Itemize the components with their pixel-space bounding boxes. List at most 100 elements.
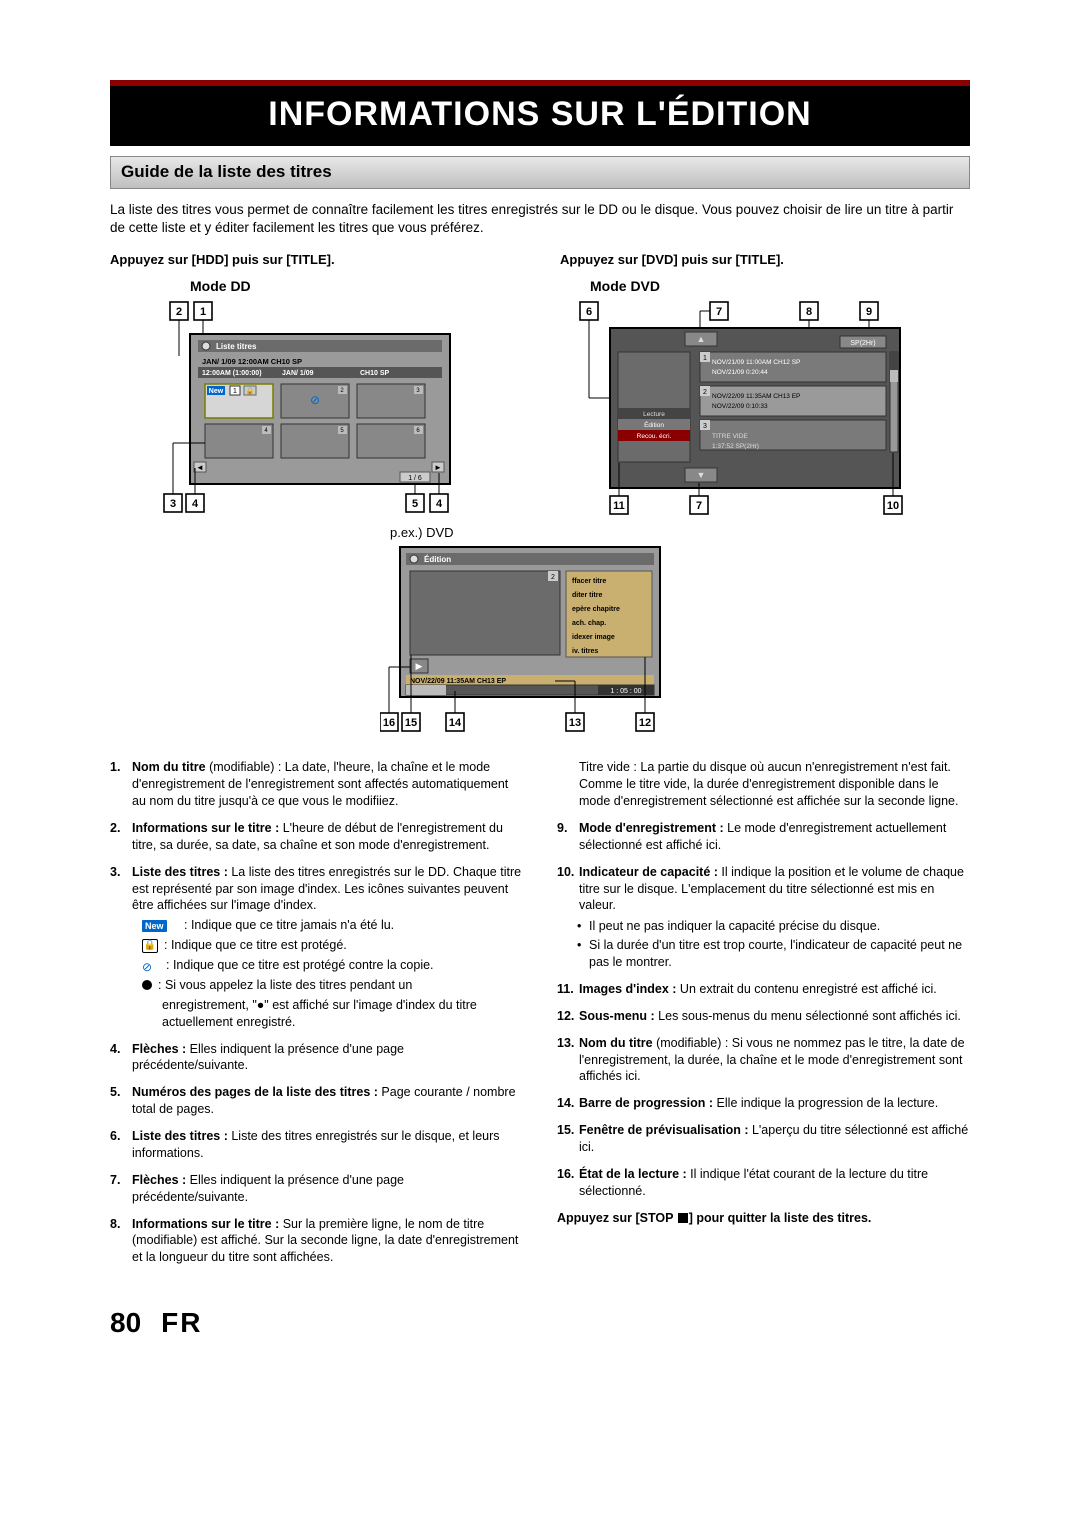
desc-1: 1.Nom du titre (modifiable) : La date, l… [110, 759, 523, 810]
svg-text:New: New [209, 388, 224, 395]
svg-text:12:00AM (1:00:00): 12:00AM (1:00:00) [202, 370, 262, 377]
desc-left: 1.Nom du titre (modifiable) : La date, l… [110, 759, 523, 1276]
page-footer: 80 FR [110, 1304, 970, 1342]
desc-6: 6.Liste des titres : Liste des titres en… [110, 1128, 523, 1162]
svg-text:Recou. écri.: Recou. écri. [637, 433, 672, 440]
svg-text:9: 9 [866, 306, 872, 318]
svg-text:4: 4 [192, 498, 199, 510]
svg-text:4: 4 [436, 498, 443, 510]
svg-text:5: 5 [412, 498, 418, 510]
svg-text:1: 1 [703, 355, 707, 362]
svg-text:TITRE VIDE: TITRE VIDE [712, 433, 748, 440]
svg-text:Édition: Édition [644, 420, 664, 429]
svg-text:13: 13 [569, 717, 581, 729]
desc-9: 9.Mode d'enregistrement : Le mode d'enre… [557, 820, 970, 854]
svg-text:1: 1 [233, 388, 237, 395]
edit-diagram: Édition 2 ffacer titre diter titre epère… [380, 541, 740, 741]
svg-text:CH10 SP: CH10 SP [360, 370, 390, 377]
desc-2: 2.Informations sur le titre : L'heure de… [110, 820, 523, 854]
svg-text:3: 3 [170, 498, 176, 510]
record-icon [142, 980, 152, 990]
copyprotect-icon [142, 959, 160, 971]
desc-7: 7.Flèches : Elles indiquent la présence … [110, 1172, 523, 1206]
svg-text:7: 7 [716, 306, 722, 318]
stop-icon [678, 1213, 688, 1223]
desc-12: 12.Sous-menu : Les sous-menus du menu sé… [557, 1008, 970, 1025]
svg-text:NOV/22/09 0:10:33: NOV/22/09 0:10:33 [712, 403, 768, 410]
desc-13: 13.Nom du titre (modifiable) : Si vous n… [557, 1035, 970, 1086]
svg-text:NOV/21/09 11:00AM CH12 SP: NOV/21/09 11:00AM CH12 SP [712, 359, 800, 366]
svg-text:idexer image: idexer image [572, 634, 615, 641]
svg-text:1: 1 [200, 306, 206, 318]
svg-text:⊘: ⊘ [310, 393, 320, 407]
desc-4: 4.Flèches : Elles indiquent la présence … [110, 1041, 523, 1075]
instruction-row: Appuyez sur [HDD] puis sur [TITLE]. Appu… [110, 251, 970, 269]
svg-text:Liste titres: Liste titres [216, 342, 257, 351]
svg-text:◄: ◄ [196, 463, 204, 472]
svg-text:3: 3 [703, 423, 707, 430]
mode-dvd-diagram: 6 7 8 9 ▲ ▼ Lecture Édition Recou. écri.… [550, 298, 970, 518]
mode-dvd-block: Mode DVD 6 7 8 9 ▲ ▼ Lecture Édition Rec… [550, 277, 970, 518]
svg-text:▲: ▲ [697, 334, 706, 344]
page-number: 80 [110, 1304, 141, 1342]
icon-rec-line: : Si vous appelez la liste des titres pe… [132, 977, 523, 994]
stop-instruction: Appuyez sur [STOP ] pour quitter la list… [557, 1210, 970, 1227]
example-label: p.ex.) DVD [390, 524, 970, 542]
desc-16: 16.État de la lecture : Il indique l'éta… [557, 1166, 970, 1200]
svg-text:2: 2 [703, 389, 707, 396]
desc-8: 8.Informations sur le titre : Sur la pre… [110, 1216, 523, 1267]
desc-10: 10.Indicateur de capacité : Il indique l… [557, 864, 970, 971]
desc-right: Titre vide : La partie du disque où aucu… [557, 759, 970, 1276]
description-columns: 1.Nom du titre (modifiable) : La date, l… [110, 759, 970, 1276]
svg-text:6: 6 [586, 306, 592, 318]
icon-copy-line: : Indique que ce titre est protégé contr… [132, 957, 523, 974]
section-header: Guide de la liste des titres [110, 156, 970, 189]
svg-text:NOV/21/09 0:20:44: NOV/21/09 0:20:44 [712, 369, 768, 376]
svg-text:12: 12 [639, 717, 651, 729]
mode-dd-diagram: 2 1 Liste titres JAN/ 1/09 12:00AM CH10 … [110, 298, 480, 518]
svg-text:1 / 6: 1 / 6 [408, 475, 422, 482]
svg-text:Édition: Édition [424, 555, 451, 564]
svg-text:2: 2 [176, 306, 182, 318]
svg-text:2: 2 [551, 574, 555, 581]
svg-text:8: 8 [806, 306, 812, 318]
svg-text:15: 15 [405, 717, 417, 729]
svg-text:▶: ▶ [416, 661, 423, 671]
press-hdd: Appuyez sur [HDD] puis sur [TITLE]. [110, 251, 520, 269]
svg-text:16: 16 [383, 717, 395, 729]
diagram-row: Mode DD 2 1 Liste titres JAN/ 1/09 12:00… [110, 277, 970, 518]
svg-text:►: ► [434, 463, 442, 472]
svg-text:14: 14 [449, 717, 462, 729]
desc-14: 14.Barre de progression : Elle indique l… [557, 1095, 970, 1112]
svg-text:10: 10 [887, 500, 899, 512]
header-banner: INFORMATIONS SUR L'ÉDITION [110, 80, 970, 146]
svg-text:11: 11 [613, 500, 625, 512]
svg-text:JAN/ 1/09 12:00AM CH10 SP: JAN/ 1/09 12:00AM CH10 SP [202, 357, 302, 366]
page-lang: FR [161, 1304, 202, 1342]
new-icon: New [142, 920, 167, 932]
svg-text:Lecture: Lecture [643, 411, 665, 418]
desc-titrevide: Titre vide : La partie du disque où aucu… [557, 759, 970, 810]
mode-dd-label: Mode DD [190, 277, 520, 296]
edit-diagram-block: p.ex.) DVD Édition 2 ffacer titre diter … [380, 524, 970, 742]
intro-text: La liste des titres vous permet de conna… [110, 201, 970, 237]
icon-rec-line2: enregistrement, "●" est affiché sur l'im… [132, 997, 523, 1031]
mode-dd-block: Mode DD 2 1 Liste titres JAN/ 1/09 12:00… [110, 277, 520, 518]
svg-text:ach. chap.: ach. chap. [572, 620, 606, 627]
svg-text:7: 7 [696, 500, 702, 512]
svg-text:NOV/22/09 11:35AM CH13 EP: NOV/22/09 11:35AM CH13 EP [712, 393, 800, 400]
page-title: INFORMATIONS SUR L'ÉDITION [110, 86, 970, 146]
svg-text:diter titre: diter titre [572, 592, 602, 599]
svg-text:JAN/ 1/09: JAN/ 1/09 [282, 370, 314, 377]
svg-text:1:37:52 SP(2Hr): 1:37:52 SP(2Hr) [712, 443, 759, 450]
desc-3: 3.Liste des titres : La liste des titres… [110, 864, 523, 1031]
icon-lock-line: 🔒: Indique que ce titre est protégé. [132, 937, 523, 954]
svg-text:iv. titres: iv. titres [572, 648, 598, 655]
desc-5: 5.Numéros des pages de la liste des titr… [110, 1084, 523, 1118]
icon-new-line: New : Indique que ce titre jamais n'a ét… [132, 917, 523, 934]
desc-15: 15.Fenêtre de prévisualisation : L'aperç… [557, 1122, 970, 1156]
svg-text:SP(2Hr): SP(2Hr) [850, 340, 875, 347]
mode-dvd-label: Mode DVD [590, 277, 970, 296]
svg-text:▼: ▼ [697, 470, 706, 480]
desc-10-bullets: Il peut ne pas indiquer la capacité préc… [579, 918, 970, 971]
